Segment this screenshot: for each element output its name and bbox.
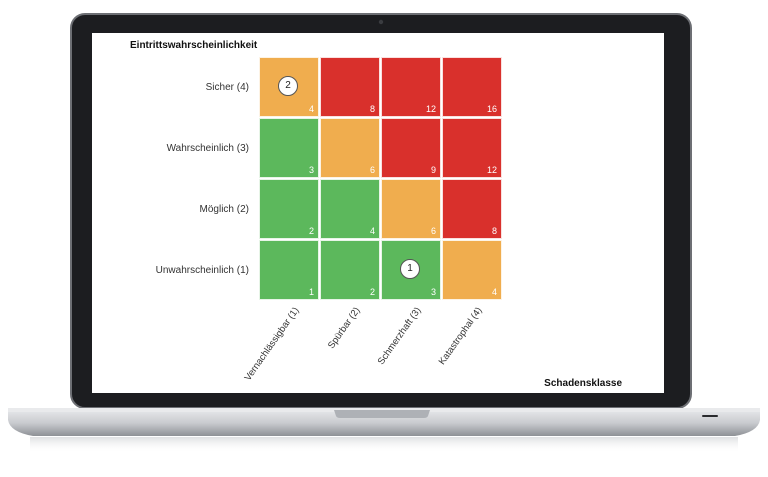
matrix-cell: 6 — [381, 179, 441, 239]
camera-icon — [378, 19, 384, 25]
matrix-cell: 9 — [381, 118, 441, 178]
matrix-cell: 4 — [320, 179, 380, 239]
risk-marker[interactable]: 2 — [278, 76, 298, 96]
column-label: Vernachlässigbar (1) — [242, 305, 302, 384]
laptop-base — [8, 410, 760, 436]
cell-value: 9 — [430, 165, 436, 175]
matrix-cell: 12 — [381, 57, 441, 117]
cell-value: 1 — [308, 287, 314, 297]
matrix-cell: 1 — [259, 240, 319, 300]
risk-marker[interactable]: 1 — [400, 259, 420, 279]
matrix-cell: 12 — [442, 118, 502, 178]
row-label: Sicher (4) — [205, 82, 249, 93]
row-label: Möglich (2) — [199, 204, 249, 215]
x-axis-title: Schadensklasse — [544, 378, 622, 389]
matrix-cell: 8 — [320, 57, 380, 117]
screen: Eintrittswahrscheinlichkeit Sicher (4) Wa… — [92, 33, 664, 393]
cell-value: 8 — [369, 104, 375, 114]
cell-value: 4 — [308, 104, 314, 114]
matrix-cell: 3 — [381, 240, 441, 300]
column-label: Spürbar (2) — [325, 305, 363, 352]
matrix-cell: 6 — [320, 118, 380, 178]
risk-matrix: 4 8 12 16 3 6 9 12 2 4 6 8 1 2 3 4 2 1 — [259, 57, 503, 301]
cell-value: 8 — [491, 226, 497, 236]
cell-value: 3 — [308, 165, 314, 175]
matrix-cell: 2 — [320, 240, 380, 300]
indicator-light — [702, 415, 718, 417]
cell-value: 2 — [308, 226, 314, 236]
matrix-cell: 4 — [442, 240, 502, 300]
matrix-cell: 2 — [259, 179, 319, 239]
base-notch — [334, 410, 430, 418]
cell-value: 4 — [491, 287, 497, 297]
column-label: Schmerzhaft (3) — [375, 305, 424, 368]
cell-value: 2 — [369, 287, 375, 297]
column-label: Katastrophal (4) — [436, 305, 485, 368]
cell-value: 12 — [425, 104, 436, 114]
matrix-cell: 16 — [442, 57, 502, 117]
matrix-cell: 3 — [259, 118, 319, 178]
cell-value: 4 — [369, 226, 375, 236]
row-label: Wahrscheinlich (3) — [166, 143, 249, 154]
cell-value: 6 — [430, 226, 436, 236]
cell-value: 3 — [430, 287, 436, 297]
y-axis-title: Eintrittswahrscheinlichkeit — [130, 40, 258, 51]
cell-value: 16 — [486, 104, 497, 114]
row-label: Unwahrscheinlich (1) — [155, 265, 249, 276]
cell-value: 12 — [486, 165, 497, 175]
matrix-cell: 8 — [442, 179, 502, 239]
cell-value: 6 — [369, 165, 375, 175]
